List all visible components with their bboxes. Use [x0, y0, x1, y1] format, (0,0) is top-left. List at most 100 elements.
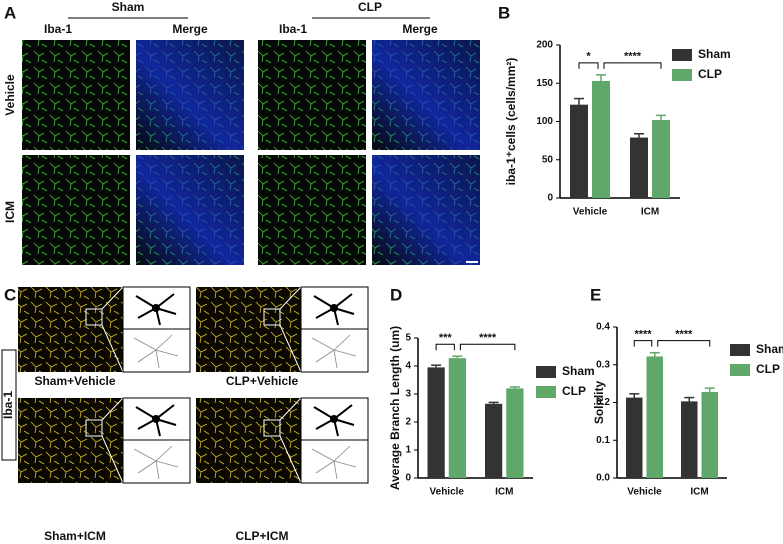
y-tick-label: 0.0	[596, 473, 610, 484]
cell-skeleton	[133, 334, 179, 369]
significance-label: ****	[634, 329, 652, 341]
image-label: CLP+Vehicle	[226, 374, 299, 388]
image-panels: A B C D E Sham CLP Iba-1 Merge Iba-1 Mer…	[1, 0, 601, 543]
legend-label: CLP	[756, 362, 780, 376]
y-tick-label: 2	[405, 417, 411, 428]
legend-swatch	[536, 366, 556, 378]
significance-label: ****	[624, 51, 642, 63]
nuclei-overlay	[136, 155, 244, 265]
panel-label: D	[390, 285, 402, 304]
cell-skeleton	[311, 334, 357, 369]
legend-label: Sham	[756, 342, 783, 356]
y-tick-label: 100	[536, 116, 553, 127]
significance-label: *	[586, 51, 591, 63]
nuclei-overlay	[372, 155, 480, 265]
group-label: CLP	[358, 0, 382, 14]
significance-bracket	[603, 62, 662, 69]
y-tick-label: 0.4	[596, 322, 610, 333]
cell-body	[330, 304, 338, 312]
micrograph	[258, 40, 366, 150]
micrograph	[18, 287, 123, 372]
panel-label: E	[590, 285, 601, 304]
x-tick-label: Vehicle	[573, 207, 608, 218]
x-tick-label: Vehicle	[430, 487, 465, 498]
panel-label: A	[4, 3, 16, 22]
x-tick-label: ICM	[690, 487, 708, 498]
legend-label: CLP	[698, 67, 722, 81]
row-label: ICM	[3, 201, 17, 223]
y-tick-label: 150	[536, 78, 553, 89]
zoom-box	[85, 308, 103, 326]
significance-bracket	[578, 62, 599, 69]
legend-label: Sham	[698, 47, 731, 61]
legend-swatch	[730, 344, 750, 356]
y-axis-label: Solidity	[592, 381, 606, 425]
bar	[646, 356, 663, 478]
significance-bracket	[459, 343, 516, 351]
micrograph	[196, 398, 301, 483]
cell-body	[152, 304, 160, 312]
legend-swatch	[672, 69, 692, 81]
y-tick-label: 0.3	[596, 359, 610, 370]
y-tick-label: 50	[542, 154, 554, 165]
legend-swatch	[730, 364, 750, 376]
bar	[592, 80, 610, 198]
cell-body	[152, 415, 160, 423]
zoom-line	[101, 397, 124, 421]
legend-label: CLP	[562, 384, 586, 398]
image-label: Sham+Vehicle	[34, 374, 115, 388]
cell-skeleton	[133, 445, 179, 480]
significance-label: ****	[479, 332, 497, 344]
channel-label: Merge	[172, 22, 208, 36]
bar	[681, 401, 698, 478]
bar	[427, 367, 445, 478]
panel-label: B	[498, 3, 510, 22]
channel-label: Iba-1	[44, 22, 72, 36]
micrograph	[196, 287, 301, 372]
y-tick-label: 4	[405, 361, 411, 372]
stain-label: Iba-1	[1, 391, 15, 419]
bar	[630, 137, 648, 198]
nuclei-overlay	[136, 40, 244, 150]
legend-swatch	[536, 386, 556, 398]
significance-bracket	[633, 340, 653, 347]
bar	[506, 388, 524, 478]
image-label: CLP+ICM	[235, 529, 288, 543]
image-label: Sham+ICM	[44, 529, 106, 543]
significance-bracket	[657, 340, 711, 347]
micrograph	[22, 40, 130, 150]
zoom-line	[101, 286, 124, 310]
row-label: Vehicle	[3, 74, 17, 116]
zoom-line	[279, 324, 302, 373]
legend-swatch	[672, 49, 692, 61]
zoom-line	[279, 286, 302, 310]
cell-skeleton	[311, 445, 357, 480]
x-tick-label: ICM	[495, 487, 513, 498]
bar	[570, 104, 588, 198]
zoom-box	[263, 419, 281, 437]
panel-label: C	[4, 285, 16, 304]
significance-label: ****	[675, 329, 693, 341]
y-tick-label: 0	[547, 193, 553, 204]
micrograph	[18, 398, 123, 483]
bar	[485, 403, 503, 478]
zoom-box	[85, 419, 103, 437]
y-tick-label: 1	[405, 445, 411, 456]
zoom-line	[101, 435, 124, 484]
y-axis-label: Average Branch Length (um)	[388, 326, 402, 490]
y-tick-label: 5	[405, 333, 411, 344]
significance-label: ***	[439, 332, 453, 344]
y-tick-label: 200	[536, 40, 553, 51]
x-tick-label: ICM	[641, 207, 659, 218]
y-tick-label: 3	[405, 389, 411, 400]
zoom-line	[279, 397, 302, 421]
channel-label: Iba-1	[279, 22, 307, 36]
cell-body	[330, 415, 338, 423]
x-tick-label: Vehicle	[627, 487, 662, 498]
significance-bracket	[435, 343, 455, 351]
bar	[701, 391, 718, 478]
micrograph	[22, 155, 130, 265]
stain-box	[1, 349, 17, 461]
zoom-line	[101, 324, 124, 373]
